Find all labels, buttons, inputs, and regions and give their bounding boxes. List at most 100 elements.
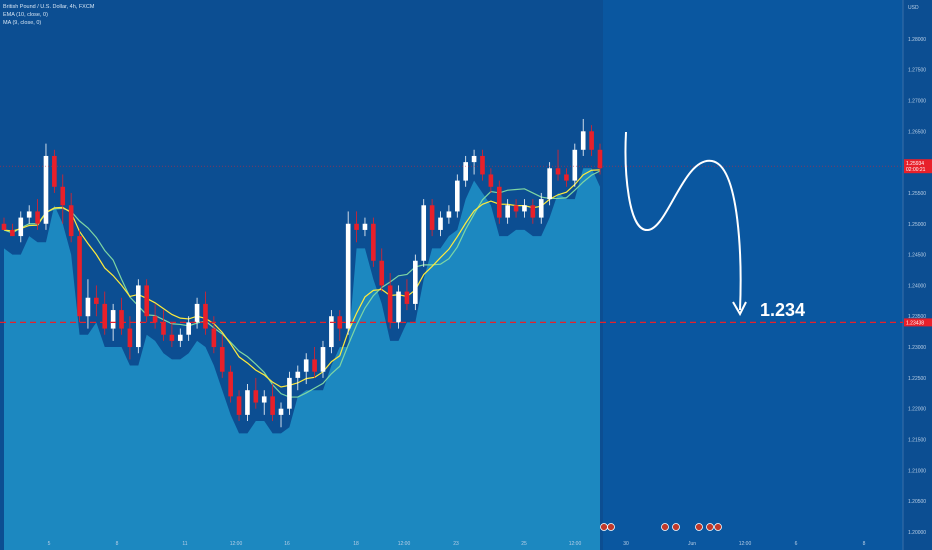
candle [471, 149, 477, 175]
candle-body [94, 297, 99, 304]
candle-body [530, 205, 536, 218]
time-tick-label: Jun [688, 541, 696, 547]
candle-body [312, 359, 317, 372]
candle-body [522, 205, 527, 212]
event-markers[interactable] [600, 523, 722, 531]
candle [261, 390, 267, 415]
candle-body [26, 211, 32, 218]
candle [295, 365, 301, 391]
candle [35, 199, 40, 230]
candle [547, 162, 552, 206]
time-tick-label: 25 [521, 541, 527, 547]
price-tick-label: 1.27500 [908, 68, 926, 74]
flag-icon[interactable] [714, 523, 722, 531]
candle [152, 303, 158, 329]
candle [572, 143, 578, 187]
candle [228, 365, 233, 403]
candle-body [52, 155, 57, 187]
candle [589, 125, 594, 156]
time-tick-label: 12:00 [739, 541, 752, 547]
current-price-value: 1.25934 [906, 161, 924, 167]
candle-body [144, 285, 150, 317]
candle [127, 316, 133, 360]
candle [597, 143, 603, 175]
candle-body [270, 396, 275, 415]
candle [329, 310, 334, 354]
time-tick-label: 8 [116, 541, 119, 547]
candle [270, 384, 275, 422]
time-axis[interactable]: 5 8 11 12:00 16 18 12:00 23 25 12:00 30 Jun 12:00 6 8 [48, 541, 866, 547]
candle [303, 353, 309, 385]
candle-body [35, 211, 40, 224]
candle [345, 211, 351, 335]
price-tick-label: 1.28000 [908, 37, 926, 43]
candle [94, 285, 99, 317]
candle-body [211, 328, 217, 348]
candle [278, 402, 284, 428]
candle [287, 371, 292, 415]
candle-body [320, 347, 326, 372]
candle-body [295, 371, 301, 378]
price-tick-label: 1.21000 [908, 468, 926, 474]
candle-body [77, 236, 82, 317]
price-tick-label: 1.25500 [908, 191, 926, 197]
candle-body [127, 328, 133, 348]
candle [496, 180, 502, 224]
candle [555, 149, 561, 181]
flag-icon[interactable] [600, 523, 608, 531]
ema-indicator-label[interactable]: EMA (10, close, 0) [3, 12, 48, 18]
candle [245, 384, 250, 422]
candle [219, 334, 225, 378]
time-tick-label: 12:00 [569, 541, 582, 547]
candle [169, 322, 175, 348]
candle-body [1, 223, 7, 230]
candle [161, 310, 166, 341]
candle-body [589, 131, 594, 150]
target-price-value: 1.23438 [906, 320, 924, 326]
ma-indicator-label[interactable]: MA (9, close, 0) [3, 20, 42, 26]
candle [77, 229, 82, 323]
flag-icon[interactable] [706, 523, 714, 531]
candle [438, 211, 443, 237]
flag-icon[interactable] [661, 523, 669, 531]
time-tick-label: 8 [863, 541, 866, 547]
candle [203, 291, 208, 335]
candle [413, 254, 418, 311]
flag-icon[interactable] [695, 523, 703, 531]
symbol-title[interactable]: British Pound / U.S. Dollar, 4h, FXCM [3, 4, 95, 10]
candle-body [161, 322, 166, 335]
candle-body [152, 316, 158, 323]
flag-icon[interactable] [672, 523, 680, 531]
candle [43, 143, 49, 230]
candle [52, 149, 57, 193]
arrow-down-icon [732, 301, 747, 317]
candle [177, 328, 183, 348]
price-area [4, 168, 600, 550]
candle [60, 174, 66, 224]
candle-body [379, 260, 385, 286]
candle-body [463, 162, 468, 181]
candle-body [396, 291, 401, 323]
flag-icon[interactable] [607, 523, 615, 531]
candle [312, 347, 317, 378]
candle-body [572, 149, 578, 181]
candle-body [203, 303, 208, 329]
price-axis[interactable]: USD1.280001.275001.270001.265001.260001.… [904, 5, 932, 536]
candle-body [337, 316, 343, 329]
candle [429, 199, 435, 237]
candle-body [480, 155, 485, 175]
candle-body [85, 297, 91, 317]
candle-body [18, 217, 24, 237]
price-tick-label: 1.25000 [908, 222, 926, 228]
candle-body [438, 217, 443, 230]
candle-body [345, 223, 351, 329]
current-price-tag [904, 159, 932, 174]
candle-body [194, 303, 200, 323]
time-tick-label: 6 [795, 541, 798, 547]
candle [387, 273, 393, 329]
candle-body [186, 322, 191, 335]
candle [68, 192, 74, 243]
candle [354, 211, 359, 243]
time-tick-label: 11 [182, 541, 187, 547]
